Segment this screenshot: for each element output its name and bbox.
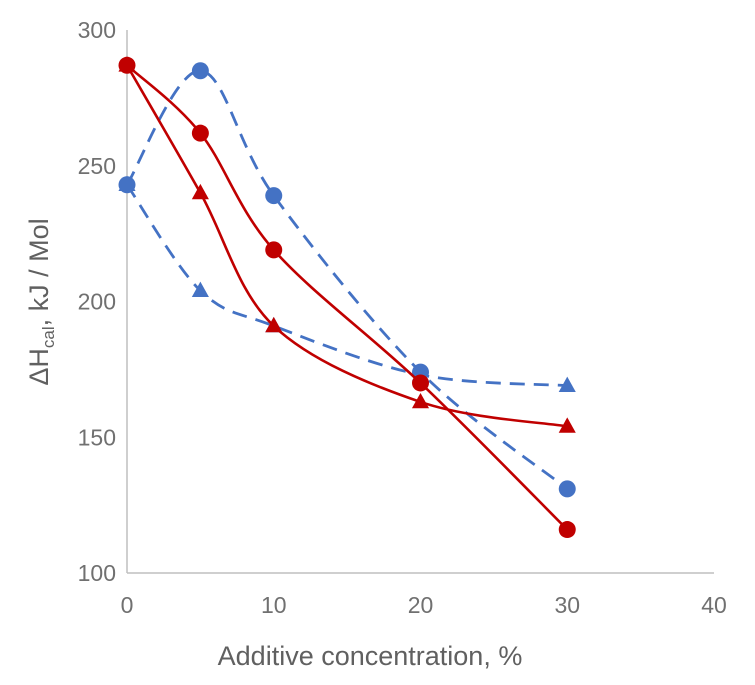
series-layer <box>118 56 576 539</box>
series-3-point-3 <box>411 392 430 409</box>
series-3-triangle-solid <box>118 56 576 433</box>
series-0-line <box>125 69 569 490</box>
series-0-circle-dashed <box>118 62 576 498</box>
series-1-line <box>125 183 568 388</box>
series-3-line <box>125 64 568 428</box>
axes <box>126 30 714 574</box>
series-2-point-4 <box>558 521 576 539</box>
x-tick-label-4: 40 <box>701 592 727 618</box>
series-1-point-1 <box>191 281 209 297</box>
series-0-point-4 <box>558 480 576 498</box>
y-tick-label-3: 250 <box>78 153 116 179</box>
series-2-point-3 <box>412 374 429 392</box>
y-axis-title: ΔHcal, kJ / Mol <box>24 218 58 385</box>
x-tick-label-2: 20 <box>408 592 434 618</box>
x-tick-label-0: 0 <box>121 592 134 618</box>
y-tick-labels: 100 150 200 250 300 <box>78 17 116 586</box>
x-tick-labels: 0 10 20 30 40 <box>121 592 727 618</box>
series-3-point-0 <box>118 56 136 72</box>
series-2-point-1 <box>191 124 209 142</box>
series-0-point-1 <box>191 62 209 80</box>
x-tick-label-1: 10 <box>261 592 287 618</box>
y-axis-title-subscript: cal <box>39 326 58 348</box>
y-tick-label-1: 150 <box>78 424 116 450</box>
series-3-point-4 <box>558 417 576 433</box>
series-2-line <box>126 64 569 531</box>
series-1-point-0 <box>118 175 136 192</box>
series-3-point-1 <box>191 183 209 200</box>
series-1-point-4 <box>558 376 576 392</box>
y-tick-label-4: 300 <box>78 17 116 43</box>
x-tick-label-3: 30 <box>554 592 580 618</box>
y-axis-title-prefix: ΔH <box>24 348 54 386</box>
y-tick-label-0: 100 <box>78 560 116 586</box>
series-2-point-2 <box>265 241 283 259</box>
series-2-circle-solid <box>118 56 576 539</box>
y-tick-label-2: 200 <box>78 289 116 315</box>
y-axis-title-suffix: , kJ / Mol <box>24 218 54 326</box>
series-0-point-2 <box>265 187 283 205</box>
x-axis-title: Additive concentration, % <box>218 641 523 671</box>
series-1-triangle-dashed <box>118 175 576 392</box>
series-3-point-2 <box>265 316 283 333</box>
